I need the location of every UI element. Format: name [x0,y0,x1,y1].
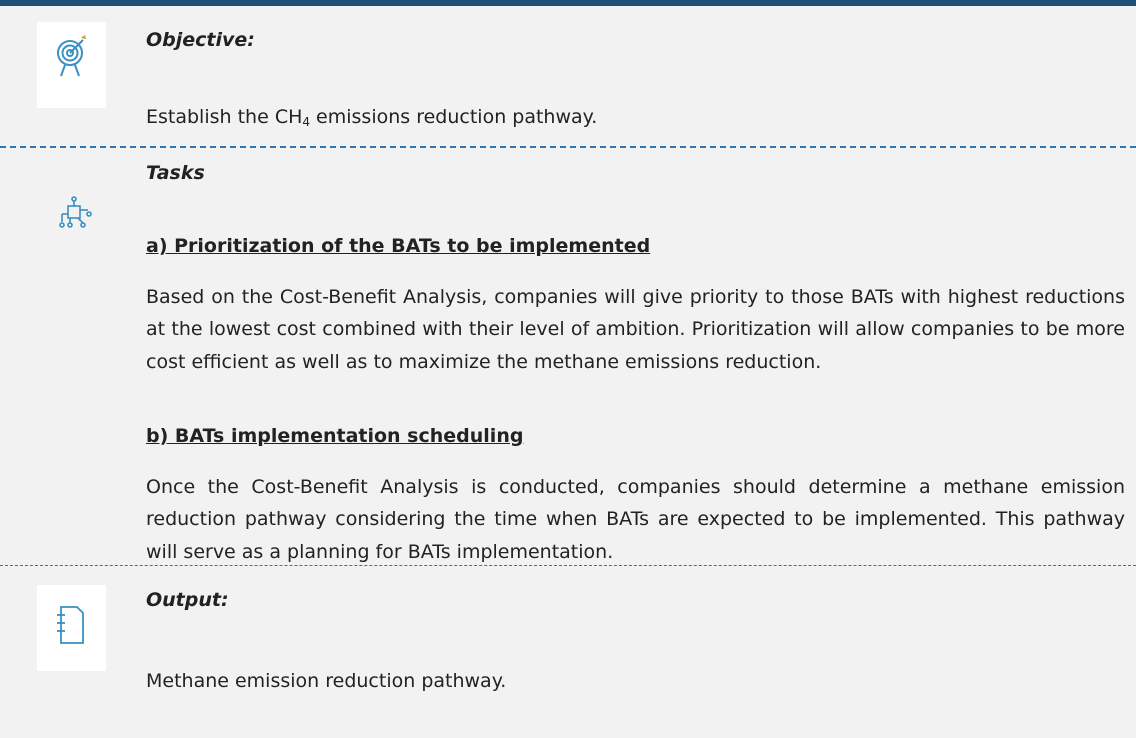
output-text: Methane emission reduction pathway. [146,670,507,692]
subscript: 4 [302,115,311,129]
separator [0,565,1136,566]
notebook-icon [57,606,84,644]
objective-icon-box [37,22,106,108]
task-title: a) Prioritization of the BATs to be impl… [146,235,651,257]
task-text: Once the Cost-Benefit Analysis is conduc… [146,476,1125,563]
separator [0,146,1136,148]
task-title: b) BATs implementation scheduling [146,425,524,447]
tasks-icon [59,196,92,228]
tasks-heading: Tasks [146,162,205,184]
objective-text: Establish the CH4 emissions reduction pa… [146,101,597,139]
output-heading: Output: [146,589,229,611]
output-icon-box [37,585,106,671]
text: Establish the CH [146,106,303,128]
target-icon [57,35,86,77]
objective-heading: Objective: [146,29,255,51]
task-text: Based on the Cost-Benefit Analysis, comp… [146,286,1125,373]
text: emissions reduction pathway. [310,106,598,128]
top-bar [0,0,1136,6]
